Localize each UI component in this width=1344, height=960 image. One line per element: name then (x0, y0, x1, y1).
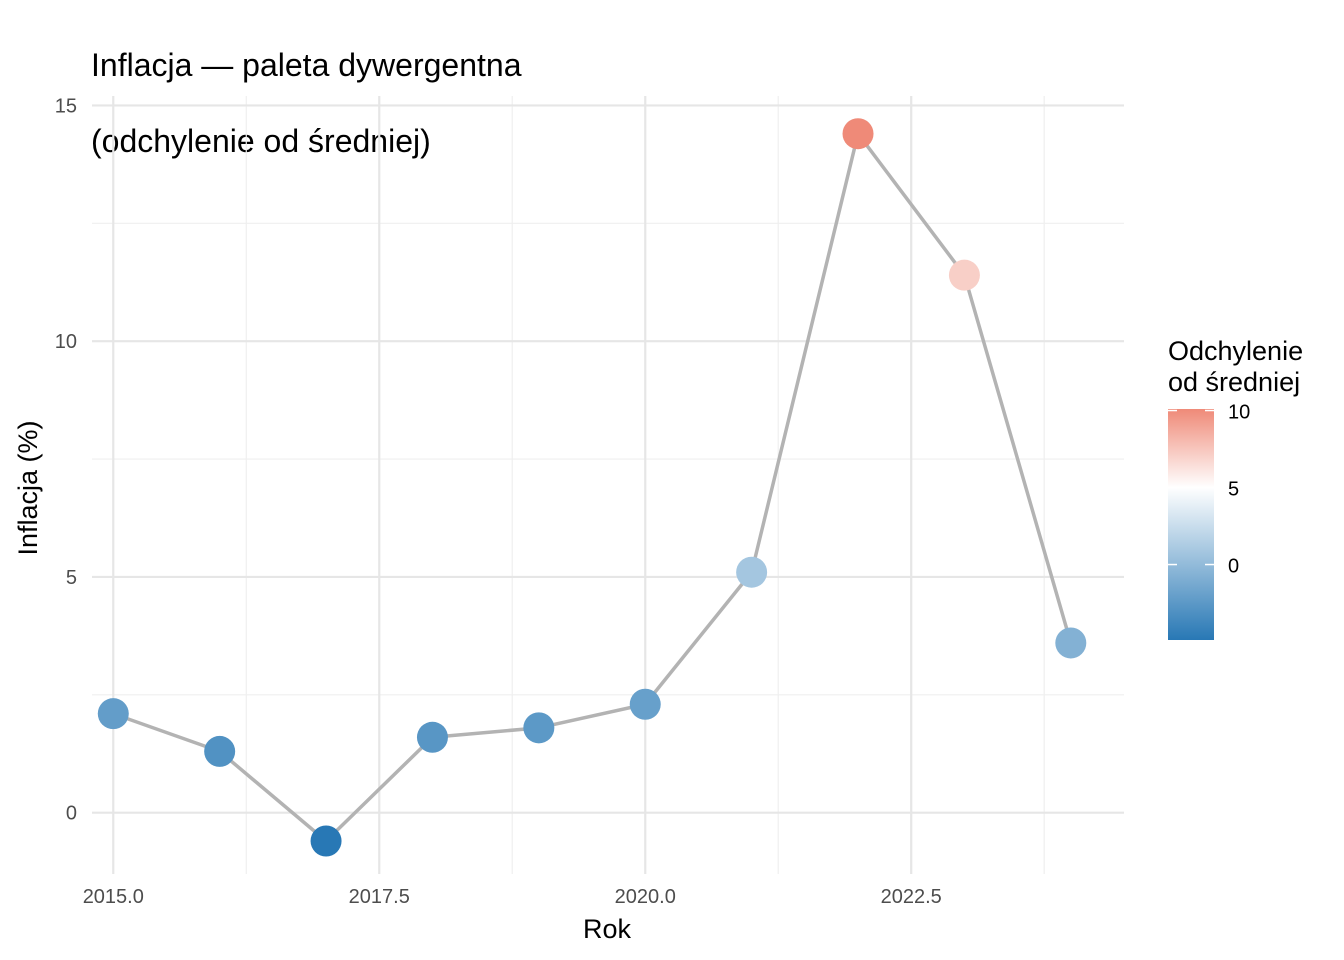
y-axis-title: Inflacja (%) (13, 420, 43, 555)
data-point (629, 688, 661, 720)
y-tick-label: 5 (66, 567, 77, 589)
legend-title-line2: od średniej (1168, 367, 1301, 397)
x-tick-label: 2015.0 (83, 886, 144, 908)
data-point (842, 118, 874, 150)
data-point (736, 556, 768, 588)
chart-title-line1: Inflacja — paleta dywergentna (91, 47, 522, 83)
x-axis-title: Rok (583, 914, 632, 944)
y-tick-label: 0 (66, 803, 77, 825)
legend-tick-label: 5 (1228, 479, 1239, 501)
data-point (310, 825, 342, 857)
data-point (948, 259, 980, 291)
legend-ticks: 0 5 10 (1168, 402, 1250, 578)
legend-tick-label: 10 (1228, 402, 1250, 424)
data-point (1055, 627, 1087, 659)
series-line-layer (112, 131, 1073, 843)
chart-subtitle: (odchylenie od średniej) (91, 123, 431, 159)
data-point (523, 712, 555, 744)
x-tick-label: 2022.5 (881, 886, 942, 908)
grid-minor (92, 96, 1124, 874)
legend-title-line1: Odchylenie (1168, 336, 1304, 366)
legend: 0 5 10 (1168, 402, 1250, 640)
x-tick-labels: 2015.0 2017.5 2020.0 2022.5 (83, 886, 942, 908)
chart-title: Inflacja — paleta dywergentna (odchyleni… (91, 8, 521, 198)
legend-tick-label: 0 (1228, 556, 1239, 578)
y-tick-label: 15 (55, 95, 77, 117)
grid-major (92, 96, 1124, 874)
x-tick-label: 2017.5 (349, 886, 410, 908)
legend-colorbar (1168, 409, 1214, 640)
data-points (97, 118, 1087, 857)
data-point (97, 698, 129, 730)
data-point (204, 735, 236, 767)
y-tick-label: 10 (55, 331, 77, 353)
y-tick-labels: 0 5 10 15 (55, 95, 77, 824)
legend-title: Odchylenie od średniej (1168, 336, 1303, 398)
data-point (416, 721, 448, 753)
x-tick-label: 2020.0 (615, 886, 676, 908)
series-line (112, 131, 1073, 843)
